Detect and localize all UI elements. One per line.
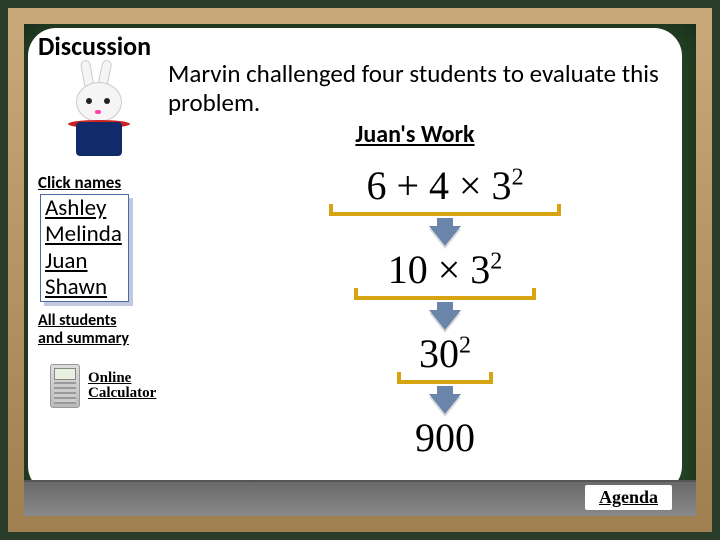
student-link-juan[interactable]: Juan <box>45 248 122 274</box>
down-arrow-icon <box>429 394 461 414</box>
down-arrow-icon <box>429 310 461 330</box>
math-step-3: 302 <box>397 334 493 384</box>
math-step-2: 10 × 32 <box>354 250 536 300</box>
student-link-melinda[interactable]: Melinda <box>45 221 122 247</box>
calculator-label: Online Calculator <box>88 371 156 401</box>
calculator-icon <box>50 364 80 408</box>
student-name-list: Ashley Melinda Juan Shawn <box>40 194 129 302</box>
all-summary-line1: All students <box>38 311 117 330</box>
all-summary-line2: and summary <box>38 329 129 348</box>
agenda-button[interactable]: Agenda <box>585 485 672 510</box>
math-step-4: 900 <box>415 418 475 458</box>
work-title: Juan's Work <box>162 120 668 149</box>
all-students-summary-link[interactable]: All students and summary <box>38 312 129 347</box>
down-arrow-icon <box>429 226 461 246</box>
content-card: Discussion Marvin challenged four studen… <box>28 28 682 494</box>
chalkboard-frame: Discussion Marvin challenged four studen… <box>8 8 712 532</box>
math-work-column: 6 + 4 × 32 10 × 32 302 900 <box>268 166 622 464</box>
online-calculator-link[interactable]: Online Calculator <box>50 364 156 408</box>
math-step-1: 6 + 4 × 32 <box>329 166 561 216</box>
student-link-shawn[interactable]: Shawn <box>45 274 122 300</box>
student-link-ashley[interactable]: Ashley <box>45 195 122 221</box>
click-names-label: Click names <box>38 172 121 193</box>
intro-text: Marvin challenged four students to evalu… <box>168 60 668 118</box>
marvin-bunny-icon <box>58 64 140 160</box>
